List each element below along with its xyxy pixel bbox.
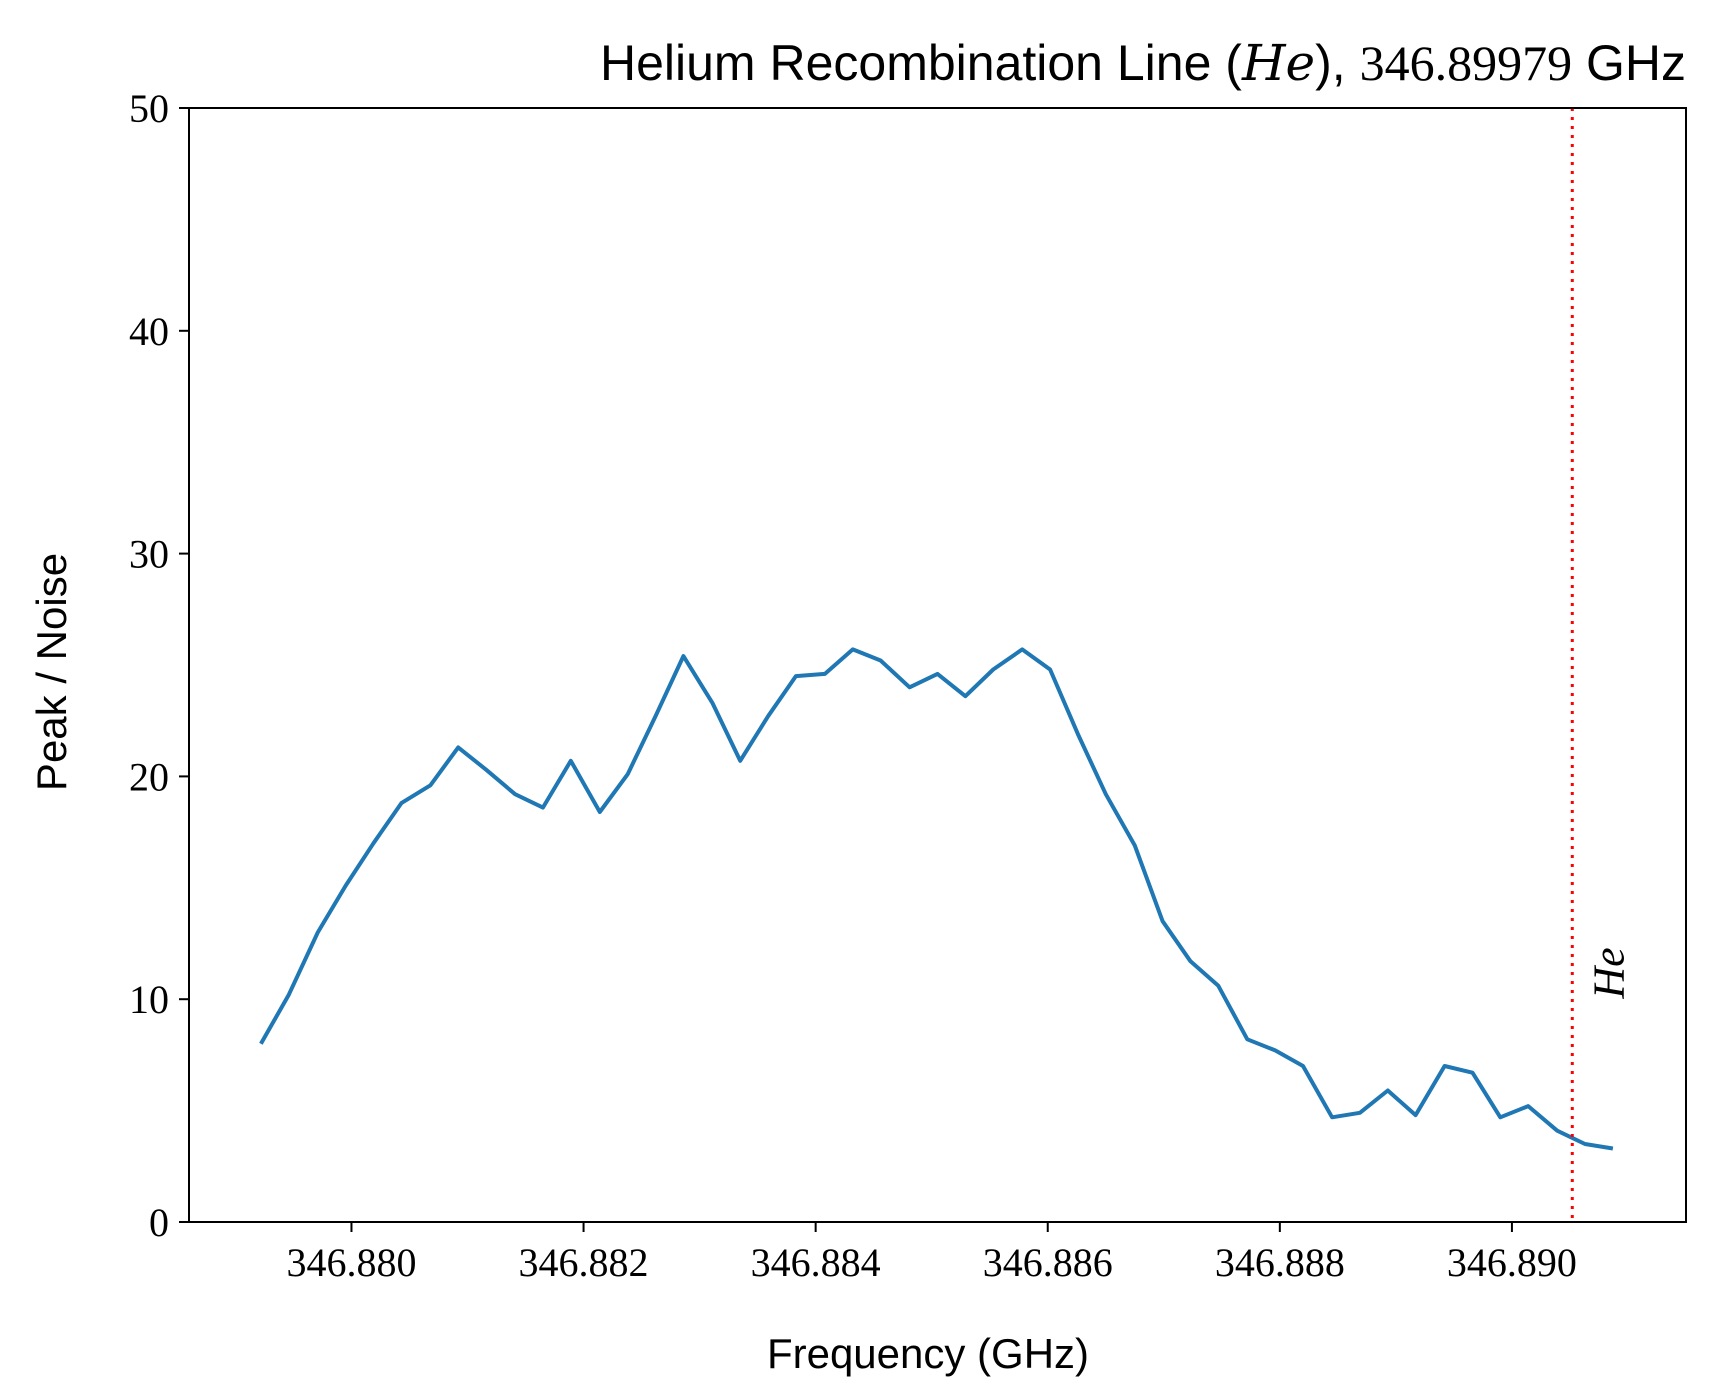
y-tick-label: 20 [129, 754, 169, 799]
y-axis-ticks: 0 10 20 30 40 50 [129, 86, 189, 1245]
x-axis-label: Frequency (GHz) [767, 1330, 1089, 1377]
x-axis-ticks: 346.880 346.882 346.884 346.886 346.888 346.8… [286, 1222, 1577, 1285]
y-tick-label: 30 [129, 532, 169, 577]
y-tick-label: 40 [129, 309, 169, 354]
chart-title-symbol: He [1241, 34, 1315, 92]
x-tick-label: 346.890 [1447, 1240, 1577, 1285]
y-axis-label: Peak / Noise [28, 553, 75, 791]
series-line-0 [259, 647, 1614, 1151]
chart-title-middle: ), [1315, 35, 1359, 91]
x-tick-label: 346.884 [751, 1240, 881, 1285]
plot-area: He [188, 107, 1687, 1223]
chart-title: Helium Recombination Line (He), 346.8997… [600, 34, 1686, 92]
chart-title-frequency: 346.89979 [1360, 35, 1573, 91]
chart-title-suffix: GHz [1572, 35, 1686, 91]
x-tick-label: 346.886 [983, 1240, 1113, 1285]
y-tick-label: 10 [129, 977, 169, 1022]
x-tick-label: 346.882 [519, 1240, 649, 1285]
x-tick-label: 346.888 [1215, 1240, 1345, 1285]
chart-title-prefix: Helium Recombination Line ( [600, 35, 1242, 91]
plot-frame [188, 107, 1687, 1223]
reference-vline-label: He [1584, 947, 1633, 999]
y-tick-label: 50 [129, 86, 169, 131]
x-tick-label: 346.880 [286, 1240, 416, 1285]
y-tick-label: 0 [149, 1200, 169, 1245]
